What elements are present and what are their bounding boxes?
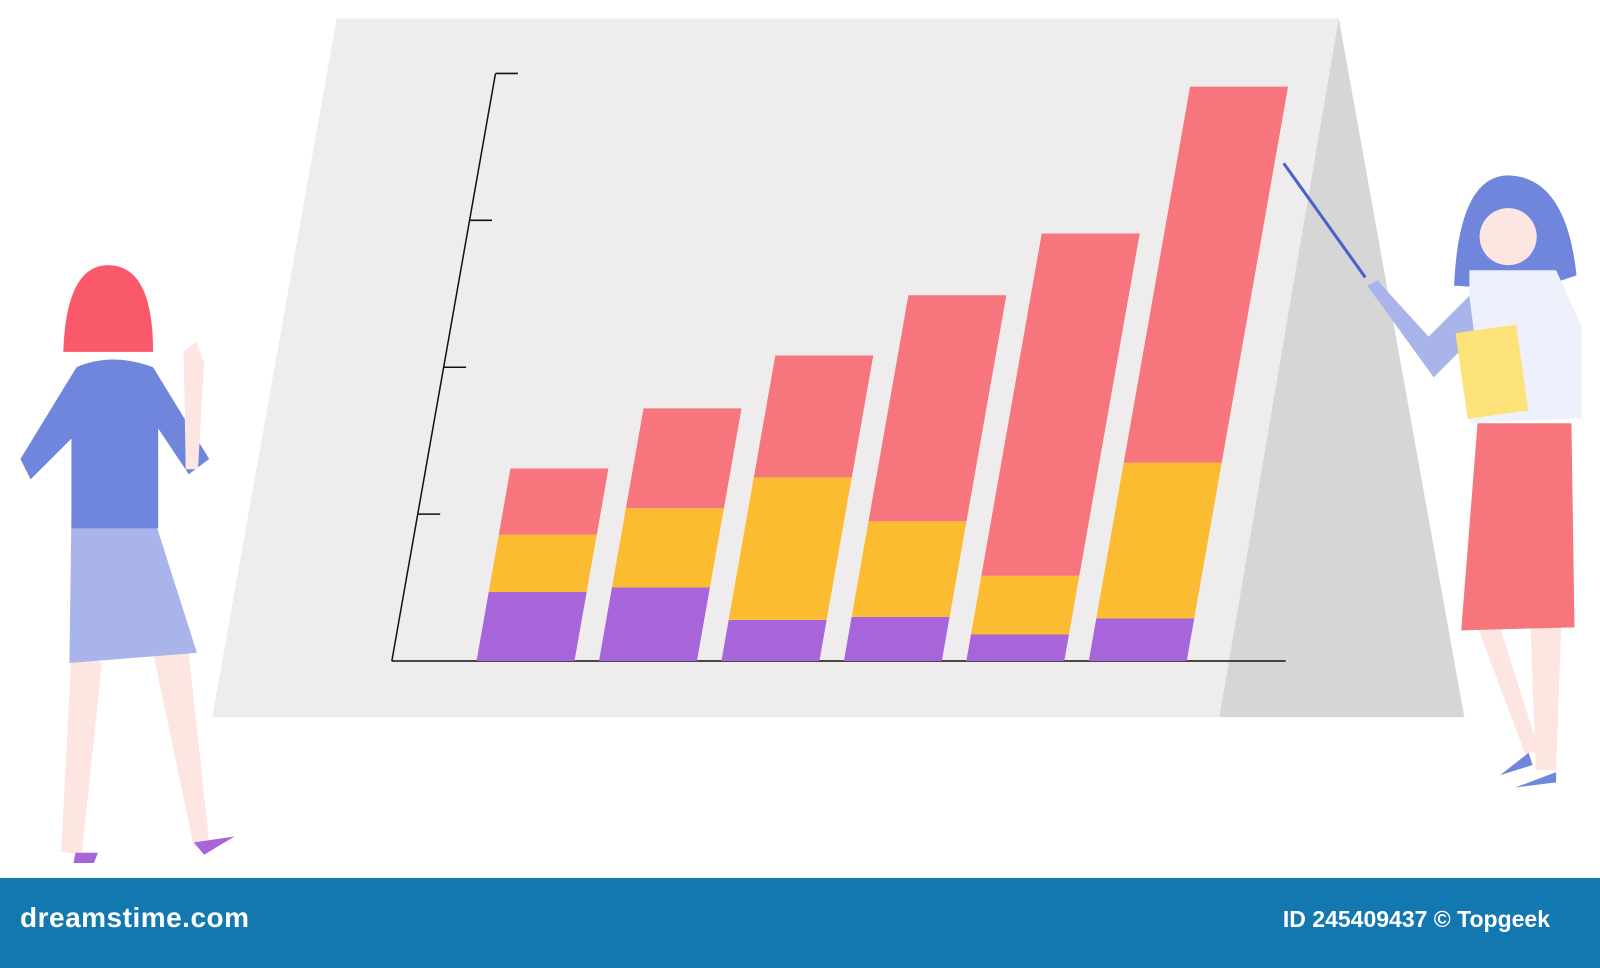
woman-viewer	[20, 265, 235, 863]
shoes	[1500, 752, 1557, 788]
bar-1-segment-1	[476, 591, 587, 661]
bar-2-segment-2	[611, 508, 724, 588]
image-credit: ID 245409437 © Topgeek	[1282, 906, 1550, 932]
bar-2-segment-1	[598, 587, 710, 661]
arm-raised	[183, 341, 205, 470]
pointer	[1282, 162, 1367, 279]
notebook	[1455, 324, 1529, 419]
board-side	[1219, 18, 1465, 718]
bar-2-segment-3	[625, 408, 742, 509]
torso	[20, 359, 210, 529]
arm	[1367, 280, 1475, 378]
bar-4-segment-2	[851, 521, 967, 617]
bar-5-segment-3	[981, 233, 1140, 576]
bar-4-segment-3	[868, 295, 1007, 522]
bar-5-segment-1	[966, 634, 1069, 661]
stacked-bar-chart	[391, 72, 1289, 662]
bar-1-segment-3	[498, 468, 609, 535]
bar-4-segment-1	[843, 616, 950, 661]
bar-6-segment-1	[1088, 618, 1195, 661]
hair	[63, 265, 154, 352]
footer-bar: dreamstime.com ID 245409437 © Topgeek	[0, 878, 1600, 968]
brand-logo[interactable]: dreamstime.com	[20, 902, 250, 933]
woman-presenter	[1282, 162, 1582, 788]
bar-6-segment-2	[1096, 462, 1222, 619]
bar-1-segment-2	[488, 534, 597, 592]
bar-3-segment-2	[728, 477, 852, 620]
bar-3-segment-3	[753, 355, 874, 478]
bar-5-segment-2	[970, 575, 1080, 635]
bar-6-segment-3	[1123, 86, 1289, 463]
legs	[61, 652, 210, 855]
skirt	[69, 515, 197, 664]
skirt	[1461, 423, 1575, 631]
face	[1479, 208, 1537, 266]
bar-3-segment-1	[721, 619, 827, 661]
shoes	[73, 836, 235, 863]
legs	[1477, 627, 1562, 771]
